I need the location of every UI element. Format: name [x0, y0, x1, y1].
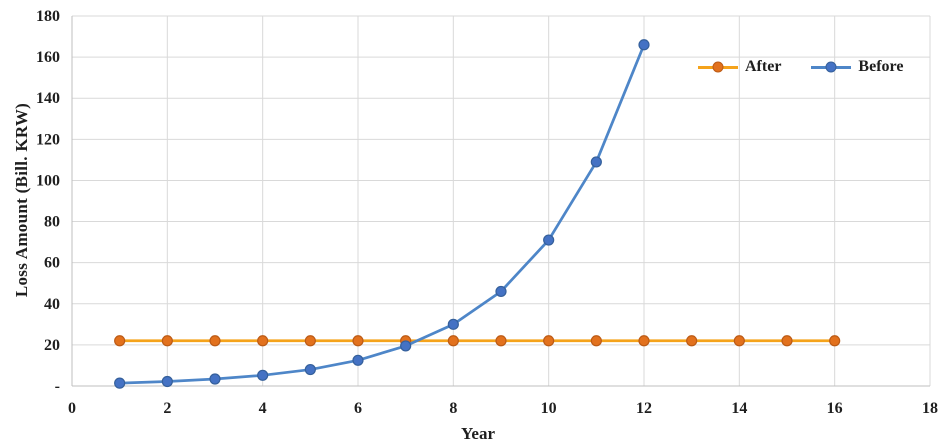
data-point-after [638, 335, 650, 347]
data-point-before [257, 369, 269, 381]
data-point-after [829, 335, 841, 347]
series-line-before [118, 43, 646, 385]
data-point-before [400, 340, 412, 352]
y-tick-label: 20 [44, 337, 60, 354]
y-tick-label: 80 [44, 214, 60, 231]
y-tick-label: 100 [36, 172, 60, 189]
x-axis-title: Year [461, 424, 495, 443]
y-tick-label: - [55, 378, 60, 395]
data-point-before [495, 285, 507, 298]
data-point-before [161, 375, 173, 388]
legend-label-before: Before [858, 58, 904, 75]
data-point-after [781, 335, 793, 347]
data-point-before [590, 156, 602, 168]
x-tick-label: 4 [259, 400, 267, 417]
legend-dot-before [825, 61, 837, 73]
data-point-before [543, 234, 555, 246]
data-point-before [209, 373, 221, 385]
y-tick-label: 120 [36, 131, 60, 148]
legend-dot-after [712, 61, 724, 73]
y-tick-label: 180 [36, 8, 60, 25]
data-point-before [304, 363, 316, 376]
data-point-after [543, 335, 555, 347]
data-point-after [114, 335, 126, 347]
data-point-after [733, 335, 745, 347]
data-point-after [686, 335, 698, 347]
x-tick-label: 12 [636, 400, 652, 417]
data-point-before [638, 39, 650, 51]
data-point-after [304, 335, 316, 347]
legend-marker-before-icon [811, 61, 852, 74]
data-point-before [114, 377, 126, 389]
data-point-after [161, 335, 173, 347]
x-tick-label: 6 [354, 400, 362, 417]
data-point-after [447, 335, 459, 347]
x-tick-label: 8 [449, 400, 457, 417]
x-tick-label: 10 [541, 400, 557, 417]
y-tick-label: 160 [36, 49, 60, 66]
data-point-before [447, 318, 459, 330]
data-point-after [352, 335, 364, 347]
y-tick-label: 40 [44, 296, 60, 313]
legend-marker-after-icon [698, 61, 738, 74]
y-tick-label: 60 [44, 255, 60, 272]
y-tick-label: 140 [36, 90, 60, 107]
x-tick-label: 0 [68, 400, 76, 417]
x-tick-label: 2 [163, 400, 171, 417]
data-point-before [352, 354, 364, 366]
x-tick-label: 14 [731, 400, 747, 417]
data-point-after [257, 335, 269, 347]
y-axis-title: Loss Amount (Bill. KRW) [12, 102, 31, 298]
data-point-after [209, 335, 221, 347]
x-tick-label: 18 [922, 400, 938, 417]
legend-item-after: After [698, 58, 781, 76]
x-tick-label: 16 [827, 400, 843, 417]
legend: After Before [698, 58, 903, 76]
data-point-after [590, 335, 602, 347]
legend-label-after: After [745, 58, 782, 75]
data-point-after [495, 335, 507, 347]
legend-item-before: Before [811, 58, 903, 76]
